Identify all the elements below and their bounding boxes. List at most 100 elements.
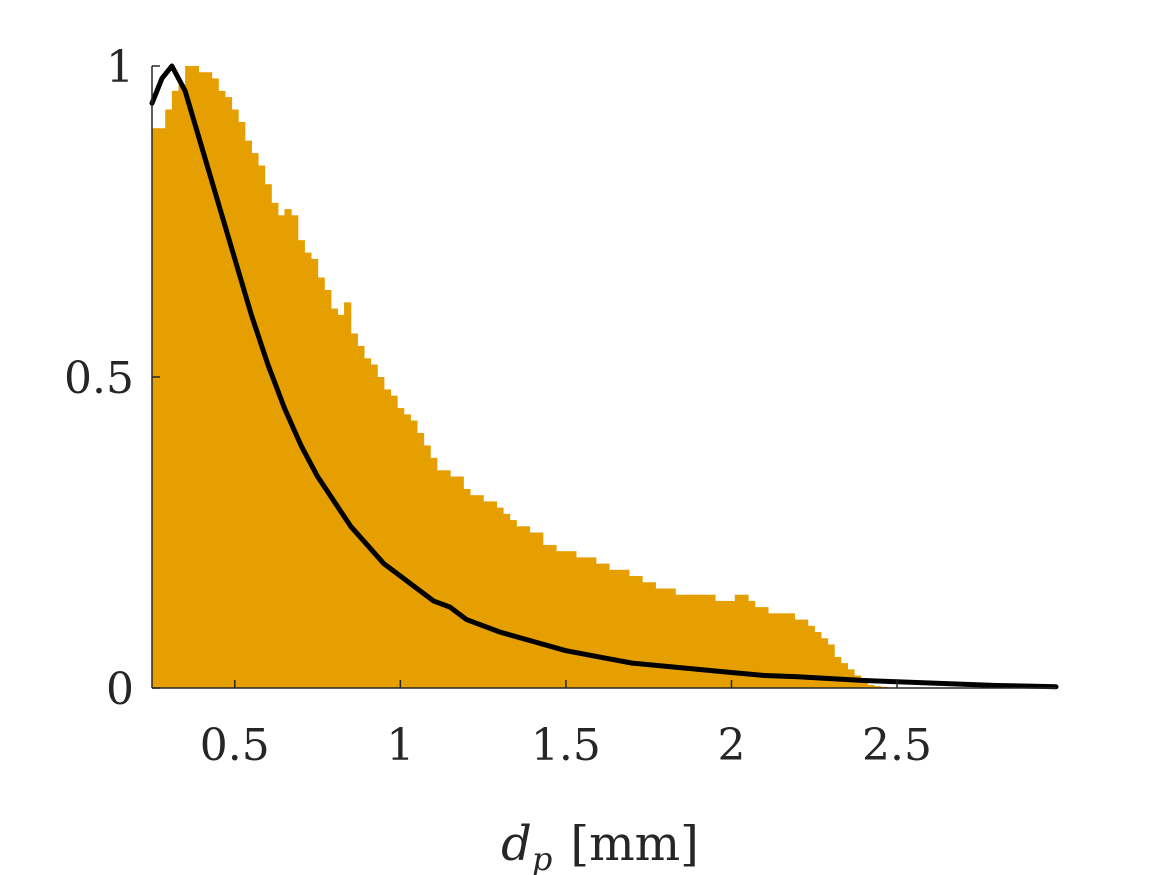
histogram-bar xyxy=(695,594,703,688)
x-tick-label: 2.5 xyxy=(862,720,932,771)
histogram-bar xyxy=(244,140,252,688)
histogram-bar xyxy=(622,569,630,688)
histogram-bar xyxy=(397,408,405,688)
histogram-bar xyxy=(204,72,213,689)
histogram-bar xyxy=(734,594,743,688)
histogram-bar xyxy=(668,588,676,688)
histogram-bar xyxy=(284,209,292,688)
series-lines xyxy=(149,63,1059,690)
x-axis-label-unit: [mm] xyxy=(570,816,698,872)
histogram-bar xyxy=(443,470,451,688)
histogram-bar xyxy=(542,544,550,688)
histogram-bar xyxy=(675,594,683,688)
histogram-bar xyxy=(483,501,491,688)
x-tick-label: 1 xyxy=(386,720,414,771)
histogram-bar xyxy=(463,488,471,688)
histogram-bar xyxy=(728,600,736,688)
x-tick-label: 0.5 xyxy=(200,720,270,771)
histogram-bar xyxy=(370,364,378,688)
histogram-bar xyxy=(575,557,584,688)
histogram-bar xyxy=(767,613,776,688)
histogram-bar xyxy=(801,619,809,688)
histogram-bar xyxy=(827,644,835,688)
histogram-bar xyxy=(489,501,497,688)
histogram-bar xyxy=(469,495,478,688)
histogram-bar xyxy=(165,109,173,689)
histogram-bar xyxy=(522,526,531,688)
histogram-bar xyxy=(516,526,524,688)
histogram-bars xyxy=(152,66,895,689)
histogram-bar xyxy=(648,582,656,688)
histogram-bar xyxy=(761,607,769,688)
histogram-bar xyxy=(589,557,597,688)
histogram-bar xyxy=(450,476,458,688)
histogram-bar xyxy=(357,345,365,688)
histogram-bar xyxy=(436,470,444,688)
histogram-bar xyxy=(661,588,670,688)
histogram-bar xyxy=(158,128,166,688)
histogram-bar xyxy=(635,576,643,688)
histogram-bar xyxy=(529,532,537,688)
histogram-bar xyxy=(562,551,570,688)
histogram-bar xyxy=(416,432,425,688)
histogram-bar xyxy=(383,389,392,688)
histogram-bar xyxy=(178,84,186,688)
histogram-bar xyxy=(595,563,603,688)
histogram-bar xyxy=(185,66,193,688)
histogram-bar xyxy=(555,551,564,688)
y-tick-label: 1 xyxy=(106,42,134,93)
y-tick-label: 0.5 xyxy=(64,353,134,404)
histogram-bar xyxy=(430,457,438,688)
histogram-bar xyxy=(171,90,180,688)
histogram-bar xyxy=(608,569,617,688)
histogram-bar xyxy=(423,445,431,688)
histogram-bar xyxy=(251,153,259,688)
histogram-bar xyxy=(867,684,875,688)
histogram-bar xyxy=(503,513,511,688)
histogram-bar xyxy=(873,686,882,688)
histogram-bar xyxy=(344,302,352,688)
histogram-bar xyxy=(297,240,305,688)
histogram-bar xyxy=(569,551,577,688)
histogram-bar xyxy=(642,582,650,688)
histogram-bar xyxy=(860,681,868,688)
histogram-bar xyxy=(807,625,815,688)
histogram-bar xyxy=(350,333,358,688)
histogram-bar xyxy=(688,594,696,688)
histogram-bar xyxy=(211,78,219,688)
histogram-bar xyxy=(390,395,398,688)
x-axis-label: dp [mm] xyxy=(501,816,699,875)
histogram-bar xyxy=(628,576,637,688)
histogram-bar xyxy=(787,613,795,688)
histogram-bar xyxy=(231,109,239,689)
histogram-bar xyxy=(363,358,372,688)
histogram-bar xyxy=(748,600,756,688)
histogram-bar xyxy=(496,507,504,688)
histogram-bar xyxy=(536,532,544,688)
histogram-bar xyxy=(304,252,312,688)
histogram-bar xyxy=(814,632,822,688)
histogram-bar xyxy=(257,165,266,688)
histogram-bar xyxy=(721,600,729,688)
histogram-bar xyxy=(549,544,557,688)
histogram-bar xyxy=(264,184,272,688)
histogram-bar xyxy=(476,495,484,688)
histogram-bar xyxy=(754,607,762,688)
histogram-bar xyxy=(377,377,385,688)
histogram-bar xyxy=(708,594,716,688)
x-tick-label: 1.5 xyxy=(531,720,601,771)
histogram-bar xyxy=(403,414,411,688)
histogram-bar xyxy=(655,588,663,688)
histogram-bar xyxy=(238,121,246,689)
histogram-bar xyxy=(198,72,206,689)
x-tick-labels: 0.5 1 1.5 2 2.5 xyxy=(200,680,932,771)
x-axis-label-sub: p xyxy=(532,840,552,875)
x-axis-label-main: d xyxy=(501,816,532,872)
histogram-bar xyxy=(224,97,233,689)
histogram-bar xyxy=(781,613,789,688)
histogram-bar xyxy=(602,563,610,688)
histogram-bar xyxy=(509,520,517,688)
x-tick-label: 2 xyxy=(717,720,745,771)
histogram-bar xyxy=(820,638,829,688)
